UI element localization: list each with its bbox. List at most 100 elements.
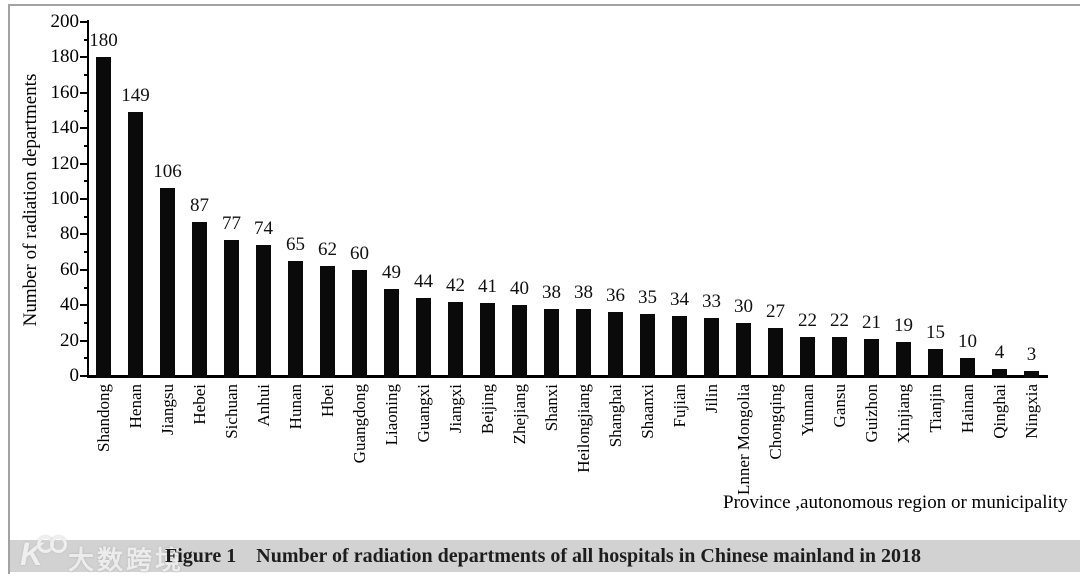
bar-jilin <box>704 317 719 378</box>
y-minor-tick <box>84 144 88 147</box>
x-category-label: Guangxi <box>413 384 433 443</box>
x-category-label: Fujian <box>669 384 689 428</box>
bar-jiangxi <box>448 301 463 378</box>
y-tick-label: 160 <box>50 81 80 103</box>
bar-value-label: 30 <box>734 295 753 317</box>
x-category-label: Xinjiang <box>893 384 913 444</box>
bar-liaoning <box>384 289 399 378</box>
bar-value-label: 27 <box>766 301 785 323</box>
watermark-logo: K 大数跨境 <box>12 532 181 575</box>
x-category-label: Lnner Mongolia <box>733 384 753 495</box>
bar-value-label: 22 <box>830 310 849 332</box>
bar-value-label: 149 <box>121 85 150 107</box>
bar-value-label: 38 <box>574 281 593 303</box>
bar-value-label: 42 <box>446 274 465 296</box>
bar-value-label: 4 <box>994 341 1005 363</box>
bar-heilongjiang <box>576 308 591 378</box>
bar-value-label: 19 <box>894 315 913 337</box>
bar-fujian <box>672 315 687 378</box>
x-category-label: Liaoning <box>381 384 401 446</box>
bar-value-label: 77 <box>222 212 241 234</box>
y-major-tick <box>80 56 88 59</box>
figure-caption: Figure 1 Number of radiation departments … <box>165 540 921 572</box>
bar-value-label: 74 <box>254 218 273 240</box>
y-minor-tick <box>84 74 88 77</box>
x-category-label: Jiangxi <box>445 384 465 434</box>
bar-jiangsu <box>160 188 175 378</box>
bar-value-label: 33 <box>702 290 721 312</box>
bar-value-label: 3 <box>1026 343 1037 365</box>
x-category-label: Jiangsu <box>157 384 177 435</box>
logo-ring-icon <box>50 536 67 553</box>
bar-value-label: 106 <box>153 161 182 183</box>
bar-value-label: 44 <box>414 271 433 293</box>
x-category-label: Hebei <box>189 384 209 425</box>
bar-ningxia <box>1024 370 1039 378</box>
bar-value-label: 65 <box>286 233 305 255</box>
y-tick-label: 80 <box>60 223 79 245</box>
y-tick-label: 20 <box>60 329 79 351</box>
y-major-tick <box>80 375 88 377</box>
bar-value-label: 60 <box>350 242 369 264</box>
y-minor-tick <box>84 251 88 254</box>
y-tick-label: 60 <box>60 258 79 280</box>
y-minor-tick <box>84 357 88 360</box>
bar-beijing <box>480 303 495 378</box>
bar-value-label: 35 <box>638 287 657 309</box>
y-major-tick <box>80 21 88 23</box>
x-category-label: Guangdong <box>349 384 369 464</box>
logo-text: 大数跨境 <box>68 546 185 575</box>
footer-strip: K 大数跨境 Figure 1 Number of radiation depar… <box>10 536 1080 575</box>
bar-value-label: 22 <box>798 310 817 332</box>
x-category-label: Hainan <box>957 384 977 434</box>
y-minor-tick <box>84 38 88 41</box>
y-major-tick <box>80 339 88 342</box>
y-minor-tick <box>84 215 88 218</box>
y-major-tick <box>80 127 88 130</box>
x-category-label: Shanxi <box>541 384 561 432</box>
bar-tianjin <box>928 349 943 378</box>
bar-value-label: 40 <box>510 278 529 300</box>
y-major-tick <box>80 162 88 165</box>
bar-chart: Number of radiation departments 0 20 40 60 8… <box>20 11 1068 513</box>
x-category-label: Heilongjiang <box>573 384 593 473</box>
bar-gansu <box>832 337 847 378</box>
bar-hainan <box>960 358 975 378</box>
x-category-label: Gansu <box>829 384 849 428</box>
bar-value-label: 10 <box>958 331 977 353</box>
bar-value-label: 41 <box>478 276 497 298</box>
x-category-label: Ningxia <box>1021 384 1041 439</box>
y-major-tick <box>80 198 88 200</box>
bar-guangdong <box>352 269 367 378</box>
bar-hunan <box>288 260 303 378</box>
x-axis-title: Province ,autonomous region or municipal… <box>723 492 1068 513</box>
y-major-tick <box>80 91 88 94</box>
y-minor-tick <box>84 286 88 289</box>
bar-shanghai <box>608 312 623 378</box>
bar-lnner-mongolia <box>736 322 751 378</box>
bar-guizhon <box>864 338 879 378</box>
bar-value-label: 36 <box>606 285 625 307</box>
y-minor-tick <box>84 321 88 324</box>
caption-text: Number of radiation departments of all h… <box>256 545 922 567</box>
y-axis-line <box>87 20 89 378</box>
bar-value-label: 62 <box>318 239 337 261</box>
bar-qinghai <box>992 368 1007 378</box>
bar-guangxi <box>416 298 431 378</box>
bar-sichuan <box>224 239 239 378</box>
caption-label: Figure 1 <box>165 545 237 567</box>
y-tick-label: 200 <box>50 11 80 32</box>
x-category-label: Chongqing <box>765 384 785 460</box>
x-category-label: Sichuan <box>221 384 241 439</box>
x-category-label: Guizhon <box>861 384 881 443</box>
x-category-label: Henan <box>125 384 145 429</box>
y-minor-tick <box>84 180 88 183</box>
y-tick-label: 140 <box>50 117 80 139</box>
bar-xinjiang <box>896 342 911 378</box>
y-major-tick <box>80 268 88 271</box>
bar-value-label: 87 <box>190 195 209 216</box>
y-tick-label: 180 <box>50 46 80 68</box>
bar-value-label: 34 <box>670 288 689 310</box>
bar-zhejiang <box>512 305 527 378</box>
y-major-tick <box>80 233 88 236</box>
